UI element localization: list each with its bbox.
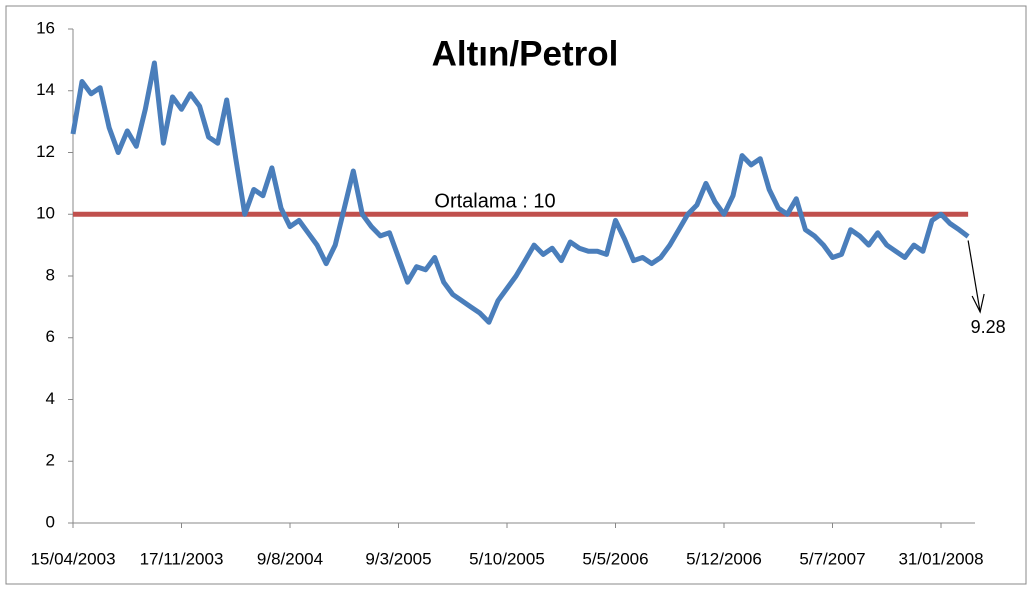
y-tick-label: 0	[46, 512, 55, 531]
x-tick-label: 9/8/2004	[257, 549, 323, 568]
y-tick-label: 4	[46, 389, 55, 408]
x-tick-label: 31/01/2008	[898, 549, 983, 568]
x-tick-label: 5/12/2006	[686, 549, 762, 568]
data-line	[70, 60, 970, 325]
y-tick-label: 10	[36, 204, 55, 223]
x-tick-label: 5/10/2005	[469, 549, 545, 568]
x-tick-label: 15/04/2003	[30, 549, 115, 568]
annotation-label: 9.28	[971, 317, 1006, 337]
annotation-arrowhead	[971, 293, 985, 314]
x-tick-label: 5/5/2006	[582, 549, 648, 568]
average-label: Ortalama : 10	[434, 191, 555, 213]
y-tick-label: 6	[46, 327, 55, 346]
x-tick-label: 5/7/2007	[799, 549, 865, 568]
x-tick-label: 9/3/2005	[365, 549, 431, 568]
chart-title: Altın/Petrol	[432, 34, 619, 73]
y-tick-label: 8	[46, 265, 55, 284]
y-tick-label: 14	[36, 80, 55, 99]
y-tick-label: 16	[36, 18, 55, 37]
y-tick-label: 2	[46, 451, 55, 470]
annotation-arrow	[967, 240, 981, 313]
y-tick-label: 12	[36, 142, 55, 161]
x-tick-label: 17/11/2003	[140, 549, 224, 568]
